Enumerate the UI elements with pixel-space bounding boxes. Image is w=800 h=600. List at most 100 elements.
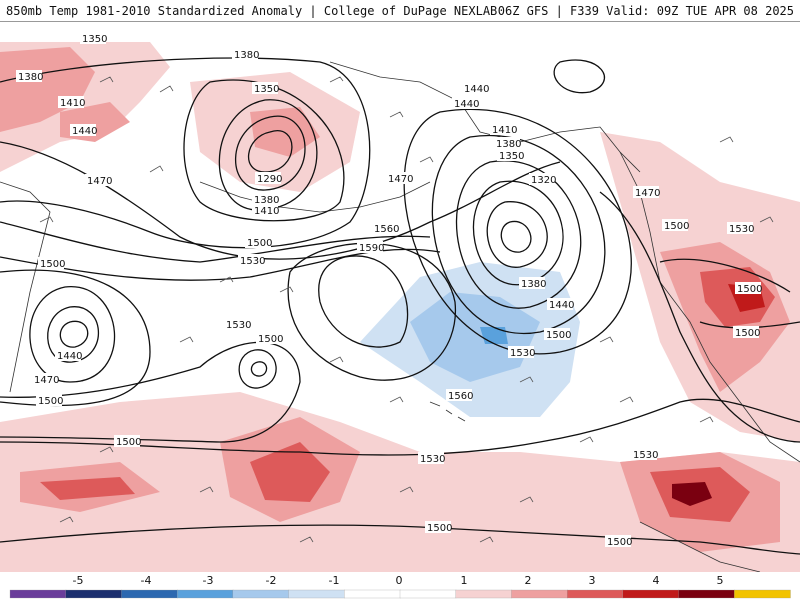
contour-label: 1410 (254, 206, 279, 217)
contour-label: 1500 (38, 396, 63, 407)
colorbar: -5 -4 -3 -2 -1 0 1 2 3 4 5 (0, 572, 800, 600)
contour-label: 1500 (607, 537, 632, 548)
contour-line (659, 258, 791, 293)
contour-line (0, 248, 441, 281)
contour-label: 1440 (549, 300, 574, 311)
contour-line (250, 361, 268, 377)
contour-line (0, 524, 800, 555)
colorbar-segment (65, 589, 123, 599)
colorbar-tick-label: -1 (329, 574, 340, 587)
contour-line (553, 59, 605, 94)
contour-line (0, 269, 151, 407)
contour-line (238, 349, 277, 389)
contour-label: 1530 (510, 348, 535, 359)
colorbar-segment (344, 589, 401, 599)
coastline-mexico (639, 521, 761, 572)
contour-line (431, 134, 606, 335)
colorbar-tick-label: 5 (717, 574, 724, 587)
contour-label: 1530 (729, 224, 754, 235)
map-svg: 1350 1380 1380 1410 1440 1350 1290 1380 … (0, 32, 800, 572)
contour-label: 1290 (257, 174, 282, 185)
colorbar-tick-labels: -5 -4 -3 -2 -1 0 1 2 3 4 5 (73, 574, 724, 587)
contour-label: 1560 (448, 391, 473, 402)
contour-line (248, 130, 293, 173)
contour-label: 1500 (427, 523, 452, 534)
run-info: 06Z GFS | F339 Valid: 09Z TUE APR 08 202… (497, 4, 794, 18)
colorbar-segment (176, 589, 234, 599)
colorbar-tick-label: -5 (73, 574, 84, 587)
contour-label: 1350 (82, 34, 107, 45)
coastline-aleutians (199, 181, 431, 213)
colorbar-tick-label: 2 (525, 574, 532, 587)
wind-barb (39, 76, 774, 543)
contour-line (235, 115, 306, 191)
contour-label: 1500 (116, 437, 141, 448)
contour-line (183, 79, 345, 222)
colorbar-segment (121, 589, 178, 599)
colorbar-segment (511, 589, 568, 599)
contour-label: 1530 (633, 450, 658, 461)
contour-label: 1560 (374, 224, 399, 235)
contour-label: 1410 (492, 125, 517, 136)
contour-label: 1500 (735, 328, 760, 339)
colorbar-segment (288, 589, 345, 599)
map-canvas: 1350 1380 1380 1410 1440 1350 1290 1380 … (0, 22, 800, 572)
contour-label: 1440 (57, 351, 82, 362)
contour-label: 1470 (34, 375, 59, 386)
colorbar-tick-label: -2 (266, 574, 277, 587)
colorbar-segment (622, 589, 680, 599)
contour-line (0, 398, 800, 456)
contour-label: 1530 (226, 320, 251, 331)
anomaly-negative-region (410, 292, 540, 382)
contour-label: 1500 (40, 259, 65, 270)
contour-label: 1440 (454, 99, 479, 110)
contour-label: 1440 (72, 126, 97, 137)
contour-line (0, 57, 371, 249)
anomaly-positive-region (672, 482, 712, 506)
colorbar-segment (232, 589, 290, 599)
contour-line (318, 255, 409, 348)
contour-label: 1470 (87, 176, 112, 187)
colorbar-segment (678, 589, 735, 599)
contour-line (59, 320, 89, 348)
contour-label: 1500 (258, 334, 283, 345)
colorbar-segment (9, 589, 67, 599)
colorbar-tick-label: 1 (461, 574, 468, 587)
contour-label: 1500 (546, 330, 571, 341)
contour-label: 1470 (635, 188, 660, 199)
contour-line (599, 191, 800, 443)
colorbar-tick-label: -3 (203, 574, 214, 587)
colorbar-tick-label: -4 (141, 574, 152, 587)
contour-label: 1590 (359, 243, 384, 254)
coastline-alaska (329, 61, 641, 173)
coastline-hawaii (429, 401, 466, 422)
contour-label: 1350 (254, 84, 279, 95)
anomaly-positive-region (250, 442, 330, 502)
contour-labels: 1350 1380 1380 1410 1440 1350 1290 1380 … (16, 32, 762, 548)
contour-line (403, 109, 632, 355)
contour-label: 1380 (234, 50, 259, 61)
contour-label: 1380 (496, 139, 521, 150)
contour-label: 1530 (420, 454, 445, 465)
anomaly-positive-region (0, 392, 800, 572)
contour-label: 1440 (464, 84, 489, 95)
colorbar-segment (734, 589, 791, 599)
colorbar-tick-label: 0 (396, 574, 403, 587)
colorbar-tick-label: 4 (653, 574, 660, 587)
contour-label: 1500 (737, 284, 762, 295)
anomaly-shading (0, 42, 800, 572)
colorbar-tick-label: 3 (589, 574, 596, 587)
contour-label: 1500 (664, 221, 689, 232)
colorbar-segment (455, 589, 513, 599)
contour-label: 1410 (60, 98, 85, 109)
map-header: 850mb Temp 1981-2010 Standardized Anomal… (0, 0, 800, 22)
contour-label: 1350 (499, 151, 524, 162)
colorbar-segments (9, 589, 791, 599)
contour-line (500, 220, 532, 253)
contour-label: 1320 (531, 175, 556, 186)
colorbar-segment (399, 589, 457, 599)
contour-label: 1470 (388, 174, 413, 185)
contour-label: 1380 (521, 279, 546, 290)
map-title: 850mb Temp 1981-2010 Standardized Anomal… (6, 4, 498, 18)
wind-barbs (39, 76, 774, 543)
